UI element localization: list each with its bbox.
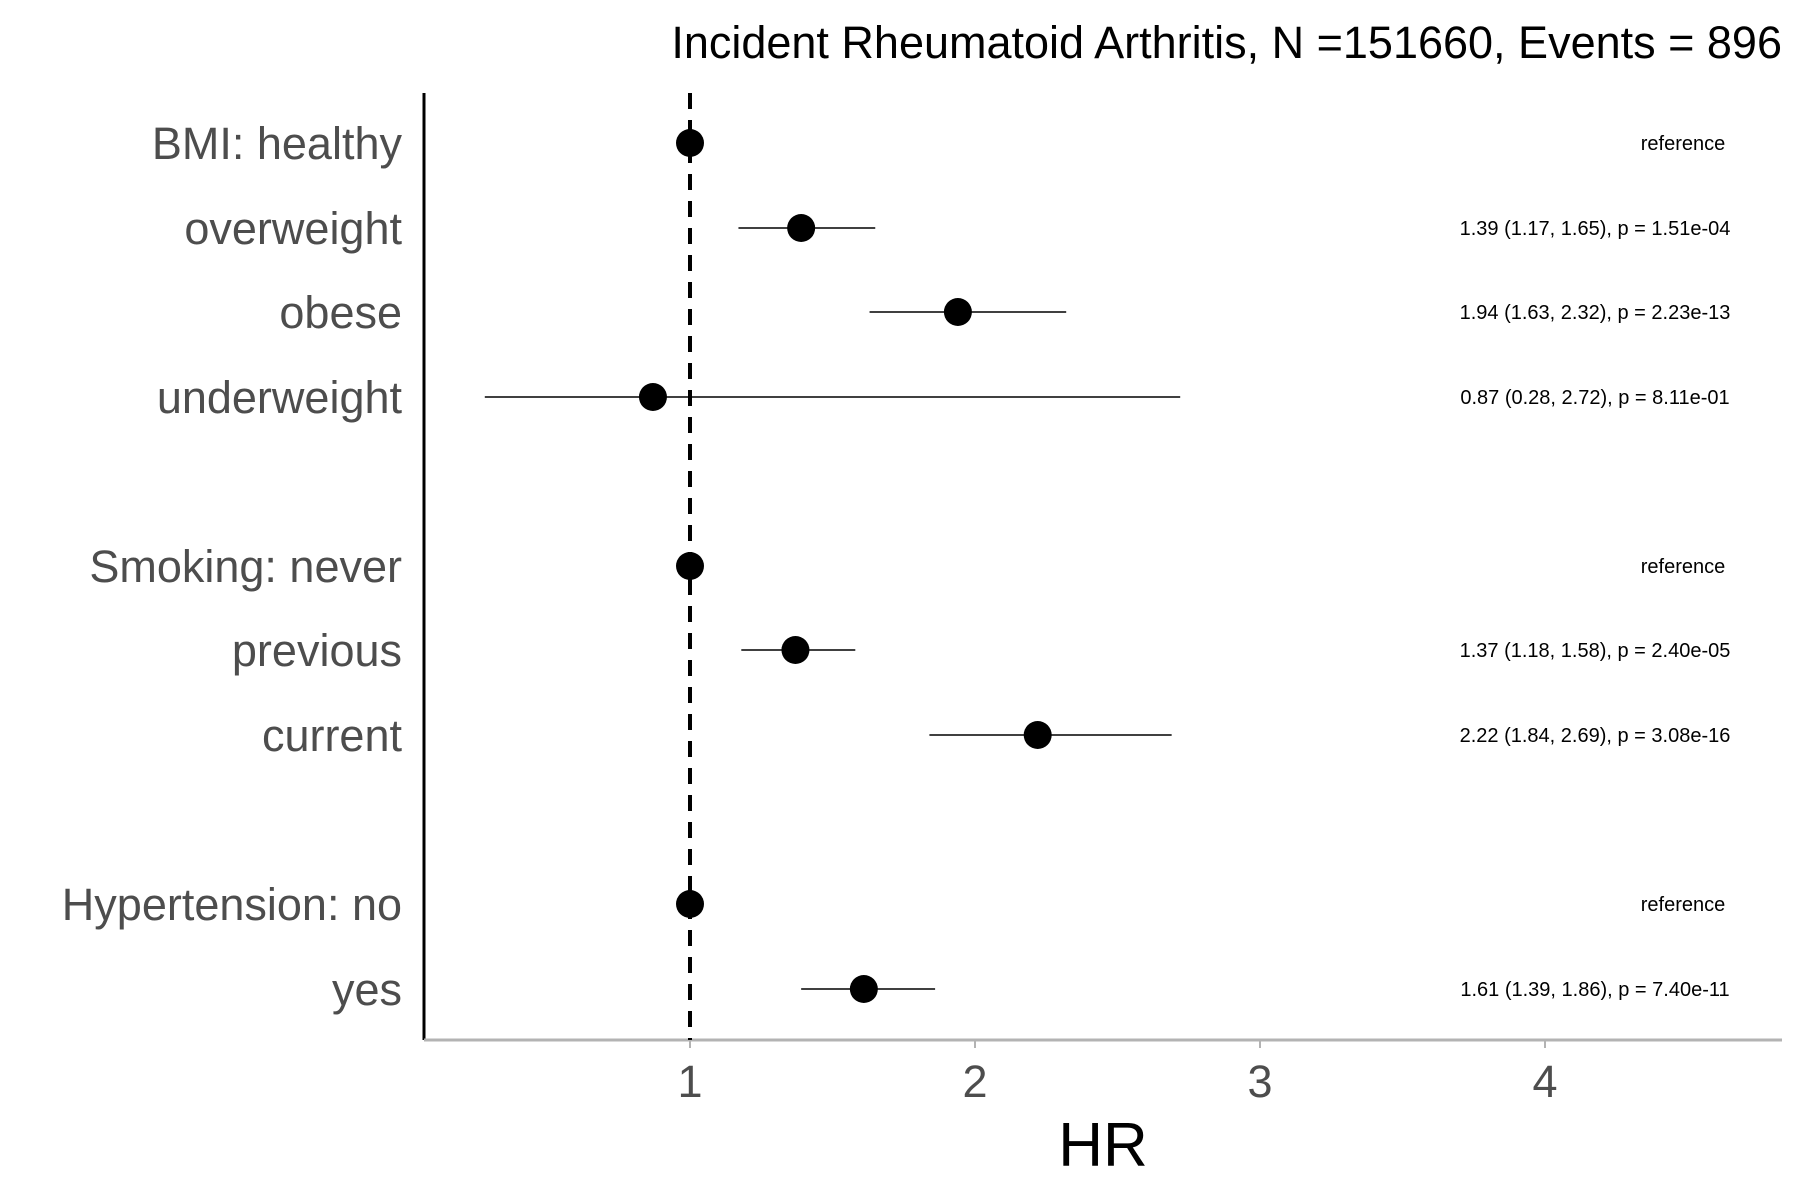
row-annotation: 1.61 (1.39, 1.86), p = 7.40e-11 xyxy=(1460,979,1729,1001)
hr-point xyxy=(781,636,810,664)
row-annotation: reference xyxy=(1641,133,1726,155)
row-label: BMI: healthy xyxy=(152,118,403,169)
x-tick-label: 4 xyxy=(1532,1056,1557,1107)
row-label: obese xyxy=(279,287,402,338)
hr-point xyxy=(849,975,878,1003)
row-label: yes xyxy=(332,964,402,1015)
chart-title: Incident Rheumatoid Arthritis, N =151660… xyxy=(671,17,1782,68)
x-tick-label: 2 xyxy=(962,1056,987,1107)
row-annotation: reference xyxy=(1641,556,1726,578)
row-label: previous xyxy=(232,625,402,676)
x-axis-title: HR xyxy=(1058,1111,1148,1180)
row-annotation: 1.37 (1.18, 1.58), p = 2.40e-05 xyxy=(1460,640,1731,662)
row-annotation: 0.87 (0.28, 2.72), p = 8.11e-01 xyxy=(1460,387,1729,409)
row-annotation: 2.22 (1.84, 2.69), p = 3.08e-16 xyxy=(1460,725,1731,747)
row-annotation: reference xyxy=(1641,894,1726,916)
hr-point xyxy=(787,214,816,242)
hr-point xyxy=(1023,721,1052,749)
hr-point xyxy=(676,890,704,918)
row-label: Smoking: never xyxy=(89,541,402,592)
x-tick-label: 1 xyxy=(677,1056,702,1107)
hr-point xyxy=(676,552,704,580)
hr-point xyxy=(943,298,972,326)
x-tick-label: 3 xyxy=(1247,1056,1272,1107)
row-label: underweight xyxy=(157,372,403,423)
row-label: current xyxy=(262,710,403,761)
row-label: overweight xyxy=(184,203,402,254)
hr-point xyxy=(676,129,704,157)
row-annotation: 1.94 (1.63, 2.32), p = 2.23e-13 xyxy=(1460,302,1731,324)
hr-point xyxy=(638,383,667,411)
row-label: Hypertension: no xyxy=(62,879,402,930)
row-annotation: 1.39 (1.17, 1.65), p = 1.51e-04 xyxy=(1460,218,1731,240)
